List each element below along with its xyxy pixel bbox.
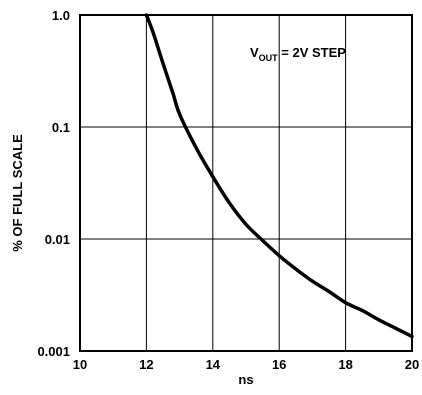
grid-lines xyxy=(80,15,412,351)
curve-layer xyxy=(144,13,414,339)
x-tick-label: 10 xyxy=(73,357,87,372)
x-tick-label: 16 xyxy=(272,357,286,372)
annotation-subscript: OUT xyxy=(259,53,279,63)
x-tick-label: 12 xyxy=(139,357,153,372)
x-axis-title: ns xyxy=(238,372,253,387)
tick-labels: 10 12 14 16 18 20 0.001 0.01 0.1 1.0 xyxy=(37,8,419,372)
y-tick-label: 0.001 xyxy=(37,344,70,359)
x-tick-label: 20 xyxy=(405,357,419,372)
x-tick-label: 18 xyxy=(338,357,352,372)
y-tick-label: 0.01 xyxy=(45,232,70,247)
y-tick-label: 1.0 xyxy=(52,8,70,23)
annotation-rest: = 2V STEP xyxy=(278,45,347,60)
y-axis-title: % OF FULL SCALE xyxy=(10,134,25,252)
plot-frame xyxy=(79,14,413,352)
settling-curve xyxy=(144,13,414,339)
y-tick-label: 0.1 xyxy=(52,120,70,135)
x-tick-label: 14 xyxy=(206,357,221,372)
annotation-main: V xyxy=(250,45,259,60)
vout-step-annotation: VOUT = 2V STEP xyxy=(250,45,346,63)
